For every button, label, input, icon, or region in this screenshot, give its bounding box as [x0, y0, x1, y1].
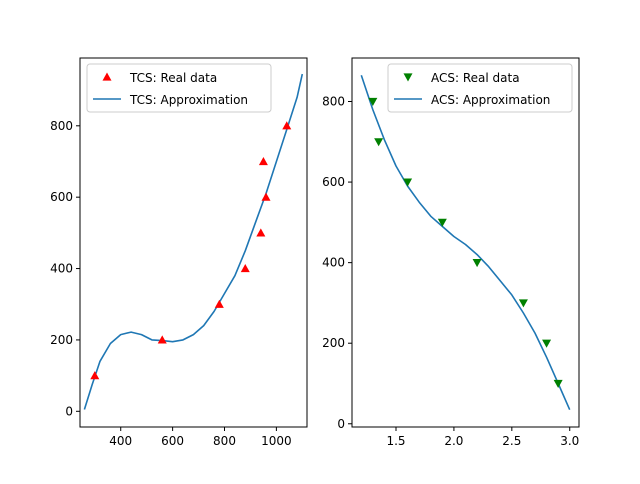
legend: ACS: Real data ACS: Approximation: [387, 63, 573, 113]
legend-marker-icon: [403, 73, 413, 82]
data-point-marker: [403, 178, 413, 187]
x-tick-label: 400: [109, 434, 132, 448]
legend-label-approximation: TCS: Approximation: [129, 93, 248, 107]
data-point-marker: [553, 379, 563, 388]
data-point-marker: [90, 371, 100, 380]
y-tick-label: 0: [337, 417, 345, 431]
approximation-line: [360, 75, 571, 411]
x-tick-label: 1.5: [386, 434, 405, 448]
legend: TCS: Real data TCS: Approximation: [86, 63, 272, 113]
y-tick-label: 200: [50, 333, 73, 347]
x-tick-label: 2.0: [444, 434, 463, 448]
y-tick-label: 600: [50, 190, 73, 204]
left-chart-tcs: 400 600 800 1000 0 200 400 600 800 TCS: Real data…: [50, 57, 308, 448]
legend-label-real-data: TCS: Real data: [129, 71, 217, 85]
y-tick-label: 0: [65, 404, 73, 418]
x-tick-label: 3.0: [560, 434, 579, 448]
x-tick-label: 600: [161, 434, 184, 448]
data-point-marker: [542, 339, 552, 348]
data-point-marker: [282, 121, 292, 130]
data-point-marker: [258, 156, 268, 166]
data-point-marker: [214, 299, 224, 308]
y-tick-label: 400: [322, 256, 345, 270]
approximation-line: [83, 73, 304, 410]
data-point-marker: [240, 264, 250, 273]
y-tick-label: 600: [322, 175, 345, 189]
data-point-marker: [518, 299, 528, 308]
legend-box: [86, 63, 272, 113]
axes-frame: [79, 57, 308, 428]
data-point-marker: [368, 97, 378, 107]
y-tick-label: 800: [50, 119, 73, 133]
legend-marker-icon: [102, 72, 112, 81]
data-point-marker: [157, 335, 167, 344]
y-tick-label: 800: [322, 95, 345, 109]
legend-label-approximation: ACS: Approximation: [431, 93, 550, 107]
legend-label-real-data: ACS: Real data: [431, 71, 520, 85]
data-point-marker: [261, 192, 271, 201]
x-tick-label: 2.5: [502, 434, 521, 448]
y-tick-label: 200: [322, 336, 345, 350]
axes-frame: [351, 57, 580, 428]
data-point-marker: [437, 218, 447, 227]
legend-box: [387, 63, 573, 113]
data-point-marker: [374, 138, 384, 147]
x-tick-label: 1000: [261, 434, 292, 448]
data-point-marker: [256, 228, 266, 237]
y-tick-label: 400: [50, 262, 73, 276]
x-tick-label: 800: [213, 434, 236, 448]
data-point-marker: [472, 259, 482, 268]
